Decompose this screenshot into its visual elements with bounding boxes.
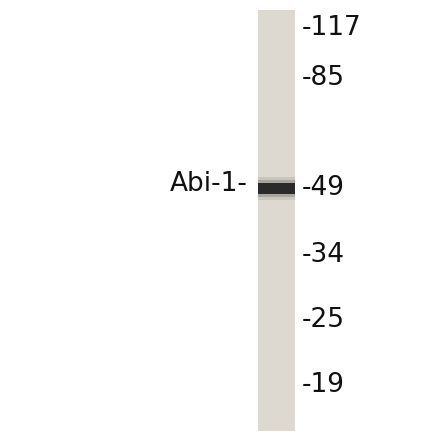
Bar [258,177,295,200]
Text: -49: -49 [302,175,345,201]
Text: -85: -85 [302,65,345,91]
Text: Abi-1-: Abi-1- [170,171,248,197]
Bar [258,10,295,431]
Bar [258,183,295,194]
Text: -25: -25 [302,307,345,333]
Text: -34: -34 [302,242,345,268]
Text: -117: -117 [302,15,362,41]
Bar [258,180,295,197]
Text: -19: -19 [302,372,345,398]
